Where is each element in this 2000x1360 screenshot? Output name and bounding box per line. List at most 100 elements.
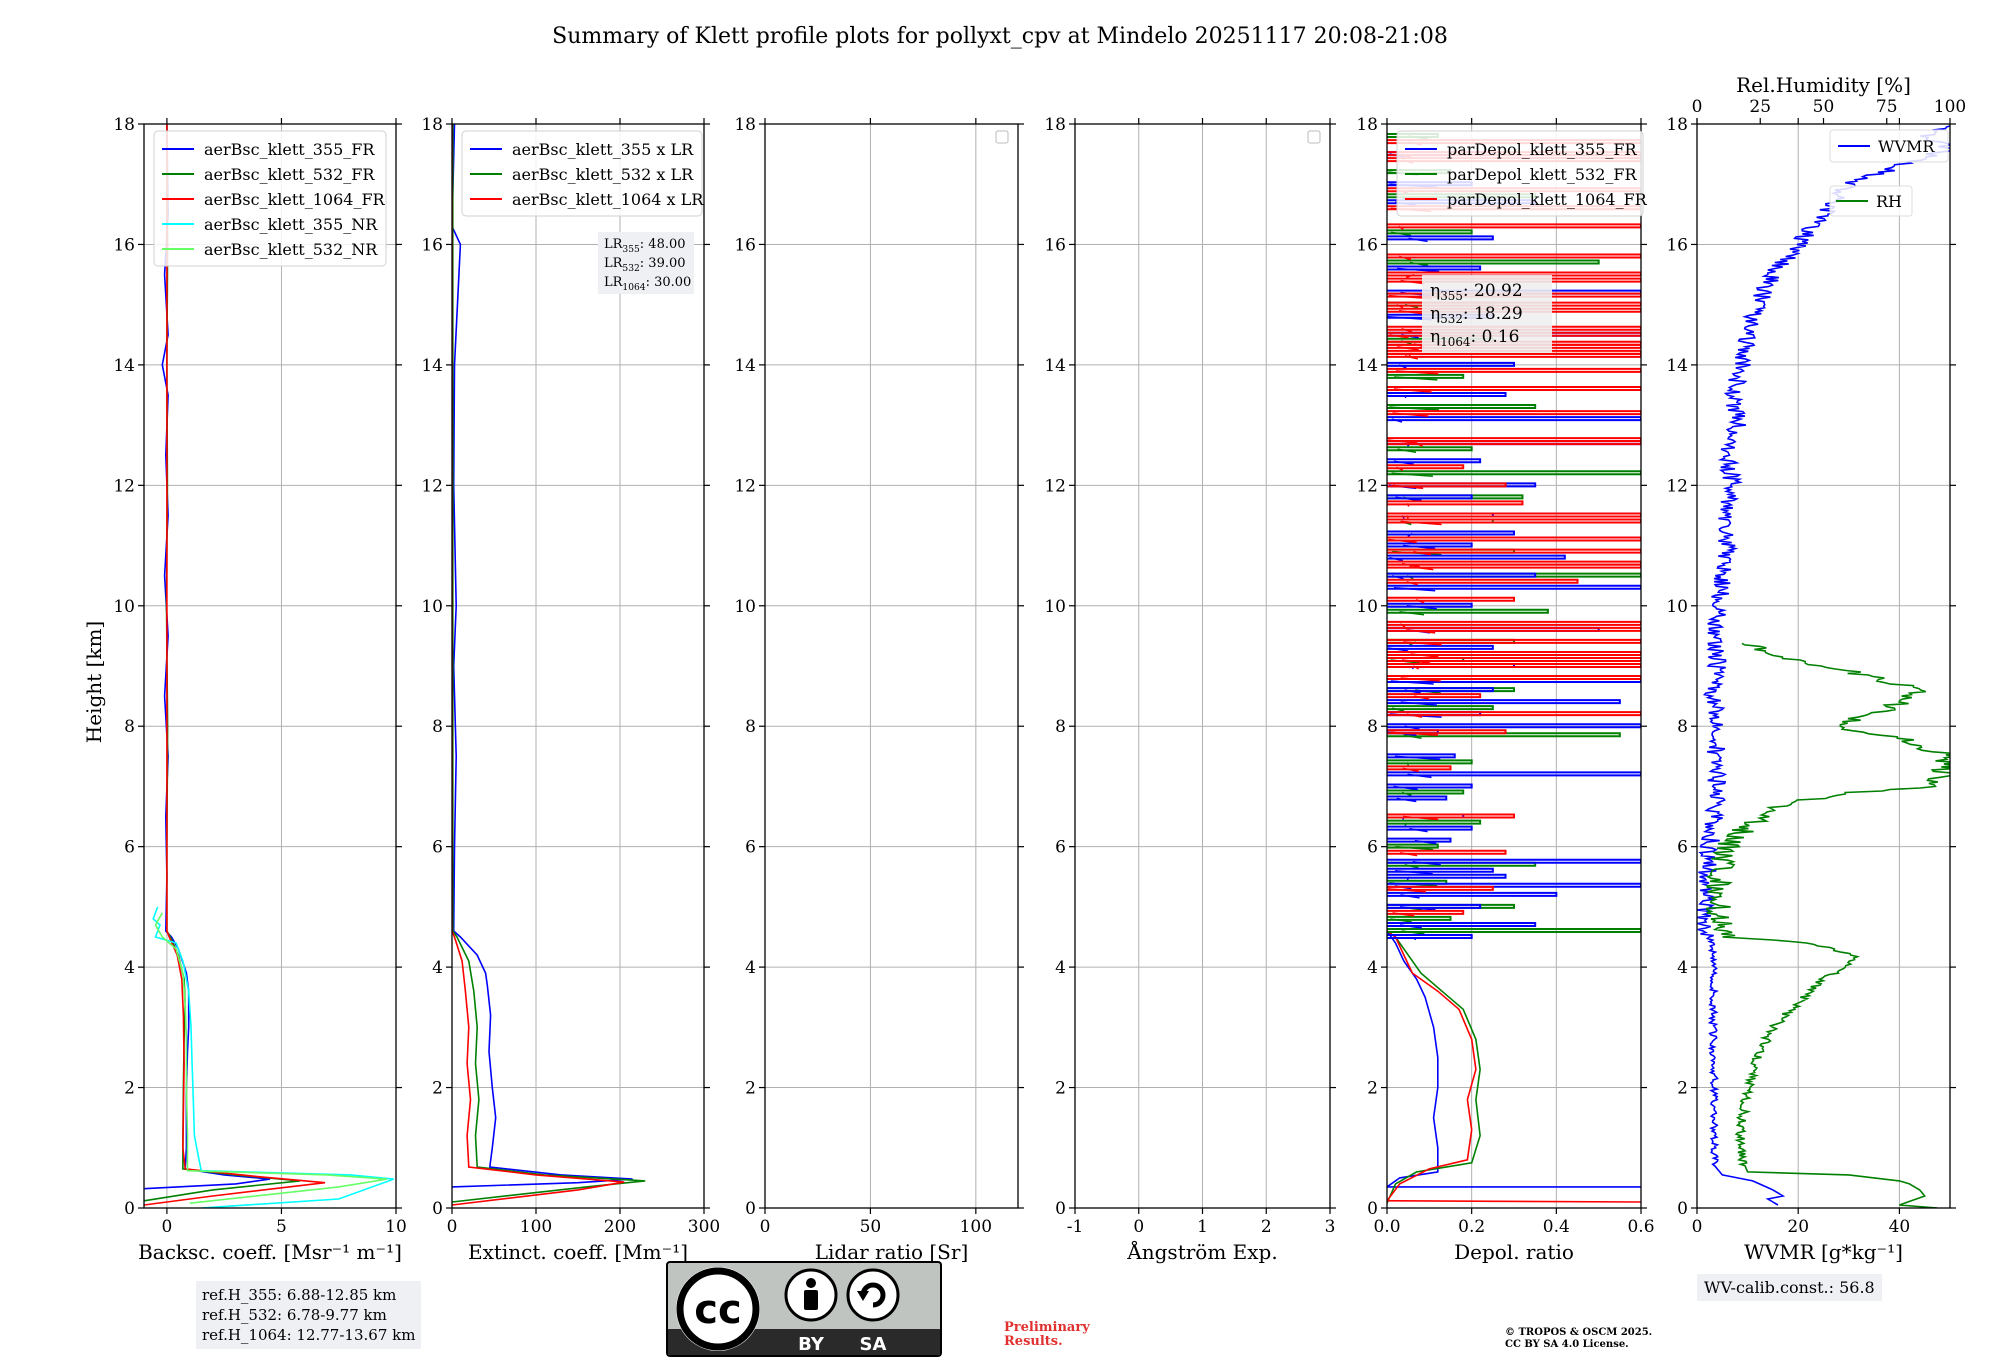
- depol-noise-red: [1406, 580, 1418, 586]
- legend-label: aerBsc_klett_1064_FR: [204, 190, 386, 209]
- y-tick-label: 8: [1055, 717, 1066, 737]
- depol-noise-red: [1406, 515, 1409, 519]
- depol-spike-blue: [1387, 921, 1537, 927]
- y-tick-label: 12: [734, 476, 756, 496]
- empty-legend-box: [1307, 130, 1321, 144]
- y-axis-label: Height [km]: [82, 621, 106, 743]
- y-tick-label: 14: [421, 356, 443, 376]
- x-tick-label: 300: [688, 1217, 720, 1237]
- depol-noise-green: [1390, 231, 1412, 237]
- preliminary-line-2: Results.: [1004, 1334, 1063, 1349]
- depol-noise-red: [1406, 713, 1423, 718]
- series-line-pardepol-klett-355-fr: [1387, 930, 1641, 1188]
- legend-box: [153, 130, 387, 267]
- depol-spike-green: [1387, 608, 1549, 614]
- series-line-aerbsc-klett-355-x-lr: [452, 124, 633, 1188]
- depol-spike-blue: [1387, 867, 1494, 873]
- depol-noise-green: [1406, 762, 1410, 766]
- depol-spike-blue: [1387, 723, 1641, 729]
- series-line-pardepol-klett-532-fr: [1387, 930, 1481, 1204]
- depol-noise-green: [1403, 734, 1422, 739]
- series-line-aerbsc-klett-1064-x-lr: [452, 124, 625, 1206]
- depol-spike-red: [1387, 223, 1641, 229]
- depol-noise-red: [1392, 412, 1429, 417]
- depol-noise-green: [1395, 845, 1434, 851]
- depol-noise-red: [1400, 677, 1441, 682]
- y-tick-label: 6: [432, 838, 443, 858]
- y-tick-label: 0: [1677, 1199, 1688, 1219]
- depol-spike-blue: [1387, 699, 1621, 705]
- x-tick-label: 0: [1133, 1217, 1144, 1237]
- depol-noise-blue: [1400, 906, 1436, 911]
- eta-annotation-532: η532: 18.29: [1430, 304, 1523, 326]
- depol-noise-blue: [1404, 725, 1420, 730]
- y-tick-label: 10: [1356, 597, 1378, 617]
- depol-noise-blue: [1393, 586, 1436, 592]
- x-tick-label: 100: [520, 1217, 552, 1237]
- depol-spike-blue: [1387, 235, 1494, 241]
- depol-noise-red: [1398, 309, 1423, 315]
- y-tick-label: 6: [1367, 838, 1378, 858]
- depol-noise-red: [1399, 623, 1406, 628]
- depol-noise-blue: [1397, 267, 1440, 273]
- depol-spike-blue: [1387, 542, 1473, 548]
- legend-label: aerBsc_klett_1064 x LR: [512, 190, 704, 209]
- x-tick-label: 0: [1692, 1217, 1703, 1237]
- depol-noise-red: [1393, 388, 1432, 393]
- depol-noise-green: [1397, 448, 1417, 453]
- x-axis-label: Lidar ratio [Sr]: [815, 1240, 969, 1264]
- depol-spike-red: [1387, 620, 1641, 626]
- y-tick-label: 8: [1367, 717, 1378, 737]
- depol-noise-blue: [1391, 418, 1403, 423]
- x-axis-label: Depol. ratio: [1454, 1240, 1574, 1264]
- depol-noise-red: [1396, 303, 1404, 309]
- ref-line-355: ref.H_355: 6.88-12.85 km: [202, 1286, 397, 1304]
- legend-box: [461, 130, 703, 217]
- empty-legend-box: [995, 130, 1009, 144]
- depol-spike-red: [1387, 675, 1641, 681]
- depol-noise-green: [1401, 791, 1412, 797]
- depol-spike-red: [1387, 885, 1494, 891]
- depol-spike-blue: [1387, 392, 1507, 397]
- series-layer: [1697, 124, 1950, 1208]
- depol-noise-red: [1388, 538, 1417, 544]
- depol-spike-red: [1387, 813, 1515, 819]
- depol-spike-red: [1387, 656, 1641, 662]
- x-tick-label: 0: [760, 1217, 771, 1237]
- lr-annotation-355: LR355: 48.00: [604, 237, 686, 255]
- depol-noise-blue: [1393, 785, 1418, 791]
- depol-noise-red: [1392, 912, 1415, 917]
- y-tick-label: 4: [432, 958, 443, 978]
- preliminary-results-note: Preliminary Results.: [1004, 1321, 1090, 1349]
- y-tick-label: 12: [1666, 476, 1688, 496]
- x-tick-label: 200: [604, 1217, 636, 1237]
- depol-spike-blue: [1387, 687, 1494, 693]
- depol-noise-red: [1406, 503, 1410, 507]
- depol-spike-red: [1387, 693, 1482, 699]
- depol-noise-red: [1408, 352, 1413, 357]
- depol-noise-blue: [1404, 689, 1421, 694]
- y-tick-label: 18: [113, 115, 135, 135]
- y-tick-label: 0: [745, 1199, 756, 1219]
- depol-spike-blue: [1387, 584, 1641, 590]
- depol-spike-red: [1387, 500, 1524, 506]
- depol-noise-red: [1403, 641, 1442, 646]
- depol-noise-blue: [1414, 936, 1417, 941]
- y-tick-label: 10: [1044, 597, 1066, 617]
- depol-spike-blue: [1387, 572, 1537, 578]
- y-tick-label: 12: [1356, 476, 1378, 496]
- sa-arrow-icon: [860, 1282, 886, 1308]
- axes-frame: [451, 123, 705, 1209]
- legend-label: aerBsc_klett_532_FR: [204, 165, 375, 184]
- series-line-pardepol-klett-1064-fr: [1387, 930, 1641, 1203]
- depol-spike-red: [1387, 482, 1507, 488]
- depol-noise-blue: [1395, 870, 1433, 875]
- depol-noise-blue: [1390, 680, 1434, 685]
- legend-label: aerBsc_klett_532_NR: [204, 240, 378, 259]
- depol-spike-green: [1387, 446, 1473, 452]
- y-tick-label: 0: [1055, 1199, 1066, 1219]
- y-tick-label: 18: [1666, 115, 1688, 135]
